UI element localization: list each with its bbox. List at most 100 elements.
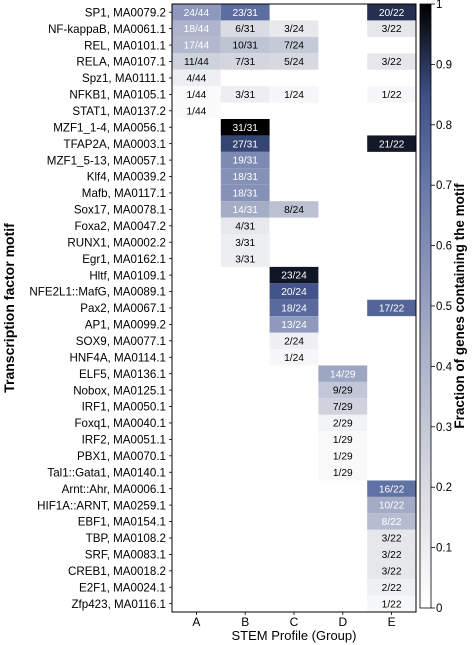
cell-label: 1/29 (333, 451, 353, 462)
row-label: TBP, MA0108.2 (86, 532, 166, 545)
heatmap-cell (318, 414, 368, 432)
y-axis-title: Transcription factor motif (1, 223, 17, 393)
heatmap-cell (172, 4, 221, 21)
colorbar-tick-label: 0 (436, 603, 442, 615)
heatmap-cell (318, 431, 368, 448)
heatmap-cell (220, 53, 270, 70)
colorbar-tick-label: 0.6 (436, 241, 452, 253)
x-axis-title: STEM Profile (Group) (232, 628, 357, 643)
heatmap-cells: 24/44 23/31 20/22 18/44 6/31 3/24 3/22 17/44 10/… (172, 4, 416, 612)
row-label: RELA, MA0107.1 (76, 56, 166, 69)
cell-label: 2/29 (333, 419, 353, 430)
row-label: MZF1_1-4, MA0056.1 (53, 121, 166, 134)
heatmap-cell (220, 184, 270, 202)
heatmap-cell (172, 36, 221, 54)
row-label: ELF5, MA0136.1 (79, 368, 166, 381)
heatmap-cell (220, 234, 270, 251)
heatmap-cell (367, 546, 416, 563)
cell-label: 27/31 (232, 139, 258, 150)
cell-label: 11/44 (184, 57, 209, 68)
cell-label: 24/44 (184, 8, 210, 19)
cell-label: 10/31 (232, 41, 258, 52)
heatmap-cell (269, 53, 319, 70)
row-label: REL, MA0101.1 (84, 39, 166, 52)
heatmap-cell (172, 20, 221, 37)
heatmap-cell (269, 201, 319, 218)
heatmap-cell (269, 86, 319, 103)
cell-label: 6/31 (235, 24, 255, 35)
cell-label: 23/31 (232, 8, 258, 19)
cell-label: 14/29 (330, 369, 356, 380)
row-label: NFKB1, MA0105.1 (69, 89, 166, 102)
row-label: Zfp423, MA0116.1 (71, 598, 166, 611)
row-label: Klf4, MA0039.2 (87, 171, 166, 184)
heatmap-cell (269, 349, 319, 366)
cell-label: 1/44 (186, 106, 206, 117)
cell-label: 1/22 (382, 599, 402, 610)
colorbar (419, 3, 432, 609)
row-label: MZF1_5-13, MA0057.1 (47, 154, 166, 167)
cell-label: 3/31 (235, 238, 255, 249)
row-label: RUNX1, MA0002.2 (67, 236, 166, 249)
colorbar-tick-label: 0.9 (436, 59, 452, 71)
cell-label: 14/31 (232, 205, 258, 216)
row-label: NFE2L1::MafG, MA0089.1 (29, 286, 166, 299)
heatmap-cell (269, 332, 319, 350)
heatmap-cell (220, 86, 270, 103)
column-label: A (192, 615, 200, 629)
column-label: D (338, 615, 347, 629)
row-label: AP1, MA0099.2 (85, 319, 166, 332)
cell-label: 1/29 (333, 435, 353, 446)
heatmap-cell (367, 529, 416, 547)
heatmap-cell (220, 151, 270, 169)
heatmap-cell (367, 562, 416, 580)
row-label: NF-kappaB, MA0061.1 (48, 23, 166, 36)
cell-label: 19/31 (232, 156, 258, 167)
cell-label: 8/24 (284, 205, 304, 216)
row-label: SOX9, MA0077.1 (76, 335, 166, 348)
row-label: PBX1, MA0070.1 (77, 450, 166, 463)
row-label: Mafb, MA0117.1 (82, 187, 166, 200)
row-label: SRF, MA0083.1 (85, 549, 166, 562)
heatmap-cell (269, 266, 319, 284)
cell-label: 31/31 (232, 123, 258, 134)
heatmap-cell (367, 513, 416, 530)
heatmap-cell (220, 201, 270, 218)
heatmap-cell (220, 20, 270, 37)
y-tick-labels: SP1, MA0079.2 NF-kappaB, MA0061.1 REL, MA0… (29, 6, 172, 611)
row-label: Nobox, MA0125.1 (73, 384, 166, 397)
row-label: Pax2, MA0067.1 (80, 302, 166, 315)
column-label: C (290, 615, 299, 629)
colorbar-tick-label: 0.4 (436, 361, 453, 373)
heatmap-cell (220, 135, 270, 152)
row-label: HNF4A, MA0114.1 (70, 351, 166, 364)
colorbar-tick-label: 1 (436, 0, 442, 11)
row-label: Egr1, MA0162.1 (82, 253, 166, 266)
x-tick-labels: A B C D E (192, 612, 396, 629)
cell-label: 3/22 (382, 550, 402, 561)
heatmap-cell (269, 20, 319, 37)
heatmap-cell (220, 217, 270, 235)
cell-label: 13/24 (281, 320, 307, 331)
cell-label: 18/31 (232, 189, 258, 200)
cell-label: 18/24 (281, 304, 307, 315)
cell-label: 2/22 (382, 583, 402, 594)
row-label: Arnt::Ahr, MA0006.1 (62, 483, 166, 496)
heatmap-cell (318, 365, 368, 382)
row-label: HIF1A::ARNT, MA0259.1 (37, 499, 166, 512)
cell-label: 1/44 (186, 90, 206, 101)
cell-label: 3/24 (284, 24, 304, 35)
heatmap-cell (318, 398, 368, 415)
row-label: IRF2, MA0051.1 (82, 434, 166, 447)
cell-label: 7/29 (333, 402, 353, 413)
heatmap-cell (367, 595, 416, 612)
heatmap-cell (367, 480, 416, 497)
heatmap-cell (367, 4, 416, 21)
heatmap-cell (220, 250, 270, 267)
heatmap-cell (172, 53, 221, 70)
row-label: IRF1, MA0050.1 (82, 401, 166, 414)
colorbar-tick-label: 0.5 (436, 301, 452, 313)
heatmap-cell (367, 299, 416, 317)
cell-label: 1/29 (333, 468, 353, 479)
